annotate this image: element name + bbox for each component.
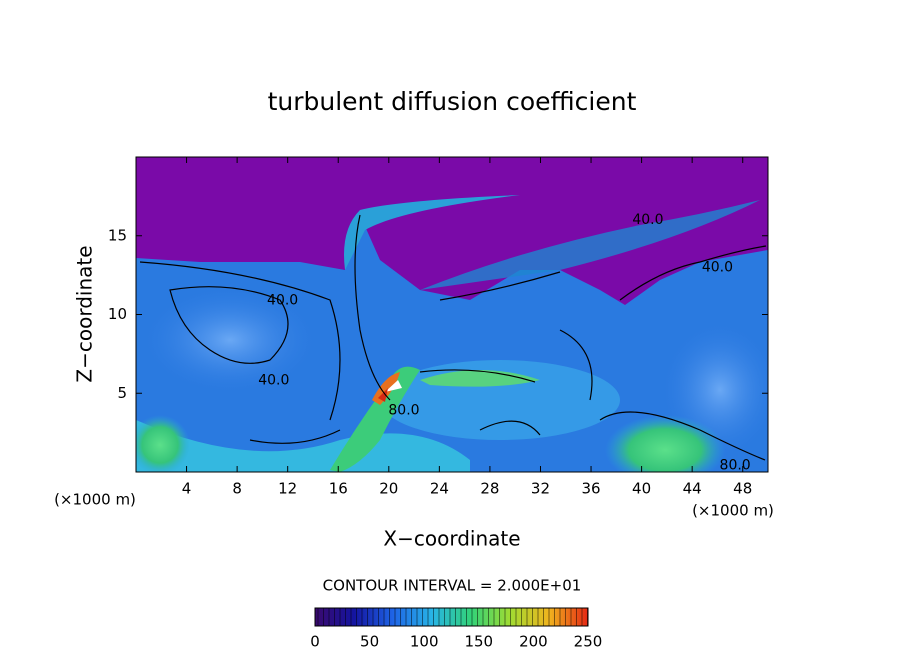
y-tick-label: 15: [108, 226, 127, 244]
x-axis-unit: (×1000 m): [692, 502, 774, 520]
x-axis-label: X−coordinate: [383, 527, 520, 551]
x-tick-label: 36: [581, 480, 600, 498]
contour-interval: CONTOUR INTERVAL = 2.000E+01: [323, 577, 582, 595]
x-tick-label: 20: [379, 480, 398, 498]
colorbar-tick-label: 50: [360, 633, 379, 651]
colorbar-tick-label: 100: [410, 633, 439, 651]
x-tick-label: 4: [182, 480, 192, 498]
y-tick-label: 5: [117, 384, 127, 402]
colorbar: [314, 607, 589, 627]
colorbar-tick-label: 200: [519, 633, 548, 651]
contour-label: 40.0: [258, 373, 289, 389]
field: [136, 157, 768, 472]
x-tick-label: 12: [278, 480, 297, 498]
colorbar-tick-label: 250: [574, 633, 603, 651]
contour-label: 40.0: [267, 292, 298, 308]
x-tick-label: 44: [683, 480, 702, 498]
colorbar-tick-label: 0: [310, 633, 320, 651]
y-axis-label: Z−coordinate: [73, 245, 97, 382]
contour-label: 80.0: [388, 403, 419, 419]
x-tick-label: 8: [232, 480, 242, 498]
x-tick-label: 48: [733, 480, 752, 498]
x-tick-label: 40: [632, 480, 651, 498]
contour-label: 40.0: [702, 259, 733, 275]
x-tick-label: 32: [531, 480, 550, 498]
x-tick-label: 24: [430, 480, 449, 498]
y-axis-unit: (×1000 m): [54, 491, 136, 509]
x-tick-label: 28: [480, 480, 499, 498]
x-tick-label: 16: [329, 480, 348, 498]
colorbar-tick-label: 150: [464, 633, 493, 651]
chart-title: turbulent diffusion coefficient: [268, 87, 637, 116]
y-tick-label: 10: [108, 305, 127, 323]
contour-label: 80.0: [720, 458, 751, 474]
contour-label: 40.0: [632, 212, 663, 228]
